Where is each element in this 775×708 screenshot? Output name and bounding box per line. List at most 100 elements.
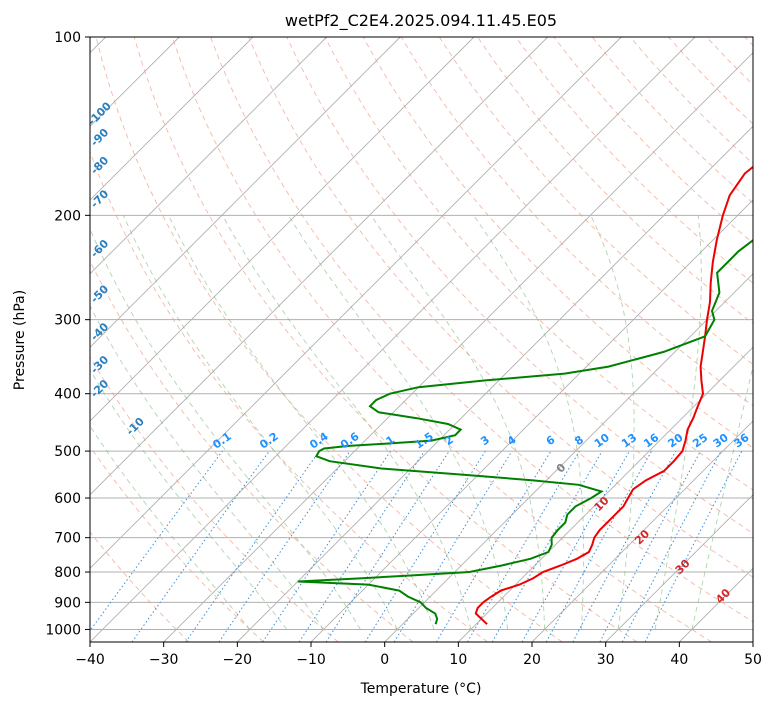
- dry-adiabat-line: [591, 37, 753, 204]
- dry-adiabat-line: [400, 37, 753, 407]
- x-tick-label: −10: [296, 652, 326, 668]
- mixing-ratio-label: 13: [619, 431, 639, 450]
- x-tick-label: 20: [523, 652, 541, 668]
- moist-adiabat-line: [122, 215, 398, 630]
- dry-adiabat-line: [286, 37, 753, 534]
- isotherm-line: [236, 125, 753, 642]
- y-tick-label: 600: [54, 491, 81, 507]
- moist-adiabat-line: [90, 304, 324, 630]
- mixing-ratio-label: 10: [592, 431, 612, 451]
- isotherm-line: [384, 273, 753, 642]
- moist-adiabat-line: [370, 215, 546, 630]
- temperature-profile-line: [474, 165, 753, 625]
- moist-adiabat-line: [167, 215, 435, 630]
- isotherm-line: [605, 494, 753, 642]
- dry-adiabat-line: [553, 37, 753, 244]
- y-tick-label: 300: [54, 313, 81, 329]
- mixing-ratio-label: 6: [544, 433, 558, 448]
- moist-adiabat-line: [590, 215, 635, 630]
- mixing-ratio-line: [262, 450, 392, 642]
- isotherm-line: [678, 567, 753, 642]
- x-axis-label: Temperature (°C): [360, 681, 482, 697]
- y-tick-label: 900: [54, 595, 81, 611]
- dry-adiabat-line: [133, 37, 638, 642]
- mixing-ratio-line: [364, 450, 486, 642]
- mixing-ratio-label: 0.2: [257, 430, 280, 452]
- mixing-ratio-label: 30: [711, 431, 731, 451]
- isotherm-line: [90, 37, 254, 201]
- dry-adiabat-label: -40: [88, 320, 111, 343]
- dry-adiabat-line: [90, 445, 264, 642]
- x-tick-label: −30: [149, 652, 179, 668]
- mixing-ratio-line: [218, 450, 351, 642]
- mixing-ratio-label: 1.5: [412, 430, 435, 452]
- x-tick-label: −40: [75, 652, 105, 668]
- moist-adiabat-line: [90, 227, 361, 630]
- mixing-ratio-line: [644, 450, 743, 642]
- moist-adiabat-line: [90, 369, 288, 630]
- dry-adiabat-line: [90, 356, 339, 642]
- mixing-ratio-line: [572, 450, 677, 642]
- chart-title: wetPf2_C2E4.2025.094.11.45.E05: [285, 11, 557, 31]
- x-axis-ticks: −40 −30 −20 −10 0 10 20 30 40 50: [75, 642, 762, 668]
- dry-adiabat-line: [90, 531, 190, 642]
- mixing-ratio-label: 36: [732, 431, 752, 451]
- dry-adiabat-line: [248, 37, 753, 578]
- dry-adiabat-line: [171, 37, 712, 642]
- moist-adiabat-line: [222, 215, 472, 630]
- mixing-ratio-line: [185, 450, 320, 642]
- mixing-ratio-line: [325, 450, 450, 642]
- x-tick-label: 40: [670, 652, 688, 668]
- mixing-ratio-label: 3: [478, 433, 492, 448]
- isotherm-line: [163, 52, 753, 642]
- isotherm-line: [90, 37, 696, 642]
- x-tick-label: 0: [380, 652, 389, 668]
- y-tick-label: 1000: [45, 622, 81, 638]
- mixing-ratio-label: 0.6: [338, 430, 362, 452]
- moist-adiabat-line: [691, 364, 753, 630]
- y-tick-label: 400: [54, 387, 81, 403]
- mixing-ratio-label: 16: [641, 431, 661, 451]
- dry-adiabat-line: [210, 37, 753, 623]
- dry-adiabat-line: [515, 37, 753, 284]
- x-tick-label: 30: [597, 652, 615, 668]
- mixing-ratio-label: 8: [572, 433, 586, 448]
- y-tick-label: 500: [54, 444, 81, 460]
- moist-adiabat-label: 20: [632, 527, 652, 547]
- moist-adiabat-line: [654, 215, 702, 630]
- isotherm-line: [531, 420, 753, 642]
- mixing-ratio-label: 0.1: [210, 430, 233, 452]
- mixing-ratio-label: 1: [384, 433, 398, 448]
- y-tick-label: 100: [54, 30, 81, 46]
- moist-adiabat-line: [90, 425, 251, 630]
- y-tick-label: 800: [54, 565, 81, 581]
- moist-adiabat-label: 40: [713, 586, 733, 606]
- dry-adiabat-line: [439, 37, 753, 365]
- y-axis-label: Pressure (hPa): [12, 290, 28, 390]
- dry-adiabat-line: [477, 37, 753, 325]
- mixing-ratio-line: [131, 450, 270, 642]
- isotherm-line: [90, 37, 549, 496]
- mixing-ratio-line: [599, 450, 701, 642]
- mixing-ratio-line: [298, 450, 425, 642]
- dry-adiabat-line: [95, 37, 563, 642]
- y-axis-ticks: 100 200 300 400 500 600 700 800 900 1000: [45, 30, 90, 638]
- dry-adiabat-label: -30: [88, 353, 111, 376]
- dry-adiabat-line: [744, 37, 753, 47]
- isotherm-line: [90, 37, 328, 275]
- isotherm-line: [752, 641, 753, 642]
- dry-adiabat-label: -90: [88, 126, 111, 149]
- grid-layer: [90, 37, 753, 642]
- dry-adiabat-line: [90, 259, 414, 642]
- dry-adiabat-label: -60: [88, 237, 111, 260]
- x-tick-label: 10: [449, 652, 467, 668]
- y-tick-label: 700: [54, 531, 81, 547]
- mixing-ratio-line: [90, 450, 223, 632]
- isotherm-line: [90, 37, 475, 422]
- moist-adiabat-label: 30: [673, 557, 693, 577]
- dry-adiabat-line: [668, 37, 753, 125]
- series-layer: [297, 165, 753, 625]
- dry-adiabat-label: -50: [88, 282, 111, 305]
- moist-adiabat-label: 0: [554, 461, 569, 476]
